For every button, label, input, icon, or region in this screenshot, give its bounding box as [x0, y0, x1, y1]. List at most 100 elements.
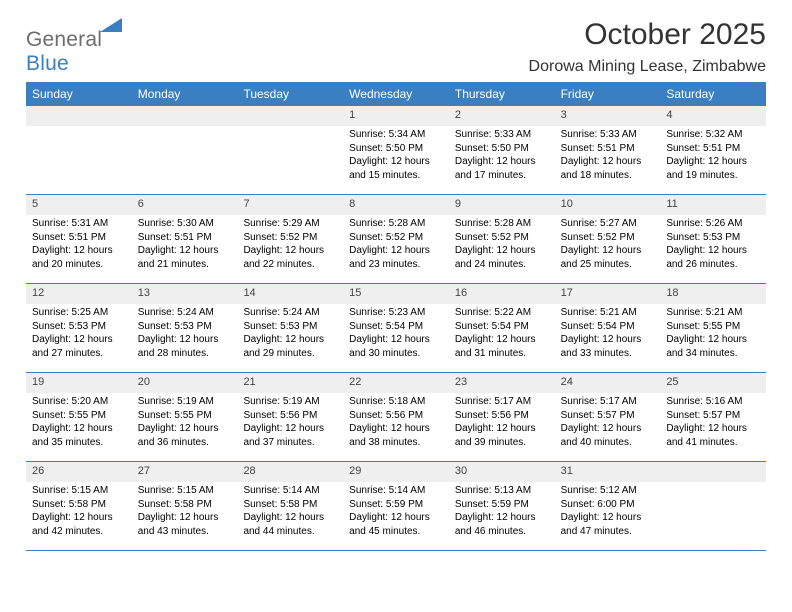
day-cell: 26Sunrise: 5:15 AMSunset: 5:58 PMDayligh…	[26, 462, 132, 550]
sunrise-text: Sunrise: 5:33 AM	[561, 128, 655, 142]
day-number: 7	[237, 195, 343, 215]
day-number: 25	[660, 373, 766, 393]
weekday-monday: Monday	[132, 82, 238, 106]
sunrise-text: Sunrise: 5:31 AM	[32, 217, 126, 231]
daylight-text: Daylight: 12 hours and 39 minutes.	[455, 422, 549, 449]
daylight-text: Daylight: 12 hours and 33 minutes.	[561, 333, 655, 360]
sunrise-text: Sunrise: 5:18 AM	[349, 395, 443, 409]
weekday-saturday: Saturday	[660, 82, 766, 106]
day-body: Sunrise: 5:13 AMSunset: 5:59 PMDaylight:…	[449, 482, 555, 538]
day-cell: 5Sunrise: 5:31 AMSunset: 5:51 PMDaylight…	[26, 195, 132, 283]
week-row: 12Sunrise: 5:25 AMSunset: 5:53 PMDayligh…	[26, 284, 766, 373]
sunset-text: Sunset: 5:58 PM	[32, 498, 126, 512]
sunset-text: Sunset: 5:51 PM	[561, 142, 655, 156]
day-cell: 14Sunrise: 5:24 AMSunset: 5:53 PMDayligh…	[237, 284, 343, 372]
sunrise-text: Sunrise: 5:32 AM	[666, 128, 760, 142]
day-cell: 11Sunrise: 5:26 AMSunset: 5:53 PMDayligh…	[660, 195, 766, 283]
day-body: Sunrise: 5:19 AMSunset: 5:55 PMDaylight:…	[132, 393, 238, 449]
day-cell: 6Sunrise: 5:30 AMSunset: 5:51 PMDaylight…	[132, 195, 238, 283]
day-cell: 22Sunrise: 5:18 AMSunset: 5:56 PMDayligh…	[343, 373, 449, 461]
day-body: Sunrise: 5:34 AMSunset: 5:50 PMDaylight:…	[343, 126, 449, 182]
weekday-wednesday: Wednesday	[343, 82, 449, 106]
day-number: 31	[555, 462, 661, 482]
day-number: 10	[555, 195, 661, 215]
day-number: 16	[449, 284, 555, 304]
daylight-text: Daylight: 12 hours and 30 minutes.	[349, 333, 443, 360]
day-cell: 16Sunrise: 5:22 AMSunset: 5:54 PMDayligh…	[449, 284, 555, 372]
sunset-text: Sunset: 5:59 PM	[349, 498, 443, 512]
daylight-text: Daylight: 12 hours and 20 minutes.	[32, 244, 126, 271]
sunset-text: Sunset: 5:58 PM	[138, 498, 232, 512]
sunrise-text: Sunrise: 5:19 AM	[138, 395, 232, 409]
day-body: Sunrise: 5:26 AMSunset: 5:53 PMDaylight:…	[660, 215, 766, 271]
location-label: Dorowa Mining Lease, Zimbabwe	[529, 58, 766, 76]
sunset-text: Sunset: 5:58 PM	[243, 498, 337, 512]
sunset-text: Sunset: 5:52 PM	[243, 231, 337, 245]
sunrise-text: Sunrise: 5:34 AM	[349, 128, 443, 142]
day-cell: 19Sunrise: 5:20 AMSunset: 5:55 PMDayligh…	[26, 373, 132, 461]
sunset-text: Sunset: 5:53 PM	[243, 320, 337, 334]
sunrise-text: Sunrise: 5:30 AM	[138, 217, 232, 231]
daylight-text: Daylight: 12 hours and 44 minutes.	[243, 511, 337, 538]
sunset-text: Sunset: 5:53 PM	[666, 231, 760, 245]
day-number	[132, 106, 238, 126]
day-number: 24	[555, 373, 661, 393]
sunrise-text: Sunrise: 5:28 AM	[455, 217, 549, 231]
sunset-text: Sunset: 5:50 PM	[349, 142, 443, 156]
day-body: Sunrise: 5:22 AMSunset: 5:54 PMDaylight:…	[449, 304, 555, 360]
daylight-text: Daylight: 12 hours and 18 minutes.	[561, 155, 655, 182]
sunrise-text: Sunrise: 5:29 AM	[243, 217, 337, 231]
calendar-grid: Sunday Monday Tuesday Wednesday Thursday…	[26, 82, 766, 551]
sunrise-text: Sunrise: 5:17 AM	[561, 395, 655, 409]
day-cell: 3Sunrise: 5:33 AMSunset: 5:51 PMDaylight…	[555, 106, 661, 194]
sunset-text: Sunset: 5:57 PM	[666, 409, 760, 423]
sunset-text: Sunset: 5:53 PM	[138, 320, 232, 334]
brand-word-1: General	[26, 28, 102, 51]
daylight-text: Daylight: 12 hours and 29 minutes.	[243, 333, 337, 360]
daylight-text: Daylight: 12 hours and 22 minutes.	[243, 244, 337, 271]
day-number: 15	[343, 284, 449, 304]
day-number: 20	[132, 373, 238, 393]
day-body: Sunrise: 5:21 AMSunset: 5:54 PMDaylight:…	[555, 304, 661, 360]
day-cell: 23Sunrise: 5:17 AMSunset: 5:56 PMDayligh…	[449, 373, 555, 461]
day-cell: 27Sunrise: 5:15 AMSunset: 5:58 PMDayligh…	[132, 462, 238, 550]
daylight-text: Daylight: 12 hours and 17 minutes.	[455, 155, 549, 182]
daylight-text: Daylight: 12 hours and 38 minutes.	[349, 422, 443, 449]
daylight-text: Daylight: 12 hours and 45 minutes.	[349, 511, 443, 538]
day-number: 23	[449, 373, 555, 393]
day-cell: 1Sunrise: 5:34 AMSunset: 5:50 PMDaylight…	[343, 106, 449, 194]
day-number: 1	[343, 106, 449, 126]
brand-logo: General Blue	[26, 24, 124, 76]
daylight-text: Daylight: 12 hours and 15 minutes.	[349, 155, 443, 182]
day-number: 2	[449, 106, 555, 126]
day-body: Sunrise: 5:32 AMSunset: 5:51 PMDaylight:…	[660, 126, 766, 182]
sunrise-text: Sunrise: 5:19 AM	[243, 395, 337, 409]
daylight-text: Daylight: 12 hours and 36 minutes.	[138, 422, 232, 449]
month-title: October 2025	[529, 18, 766, 52]
sunset-text: Sunset: 5:53 PM	[32, 320, 126, 334]
day-number: 12	[26, 284, 132, 304]
day-cell: 9Sunrise: 5:28 AMSunset: 5:52 PMDaylight…	[449, 195, 555, 283]
sunset-text: Sunset: 5:52 PM	[561, 231, 655, 245]
day-cell: 25Sunrise: 5:16 AMSunset: 5:57 PMDayligh…	[660, 373, 766, 461]
day-body: Sunrise: 5:28 AMSunset: 5:52 PMDaylight:…	[343, 215, 449, 271]
day-cell: 7Sunrise: 5:29 AMSunset: 5:52 PMDaylight…	[237, 195, 343, 283]
logo-triangle-icon	[100, 18, 122, 41]
day-body: Sunrise: 5:28 AMSunset: 5:52 PMDaylight:…	[449, 215, 555, 271]
day-cell	[132, 106, 238, 194]
day-cell: 8Sunrise: 5:28 AMSunset: 5:52 PMDaylight…	[343, 195, 449, 283]
daylight-text: Daylight: 12 hours and 23 minutes.	[349, 244, 443, 271]
day-number: 22	[343, 373, 449, 393]
daylight-text: Daylight: 12 hours and 47 minutes.	[561, 511, 655, 538]
day-number: 4	[660, 106, 766, 126]
day-cell: 29Sunrise: 5:14 AMSunset: 5:59 PMDayligh…	[343, 462, 449, 550]
daylight-text: Daylight: 12 hours and 43 minutes.	[138, 511, 232, 538]
sunrise-text: Sunrise: 5:28 AM	[349, 217, 443, 231]
daylight-text: Daylight: 12 hours and 26 minutes.	[666, 244, 760, 271]
sunrise-text: Sunrise: 5:15 AM	[32, 484, 126, 498]
sunrise-text: Sunrise: 5:12 AM	[561, 484, 655, 498]
sunset-text: Sunset: 5:55 PM	[138, 409, 232, 423]
day-body: Sunrise: 5:29 AMSunset: 5:52 PMDaylight:…	[237, 215, 343, 271]
day-body: Sunrise: 5:20 AMSunset: 5:55 PMDaylight:…	[26, 393, 132, 449]
day-number: 11	[660, 195, 766, 215]
